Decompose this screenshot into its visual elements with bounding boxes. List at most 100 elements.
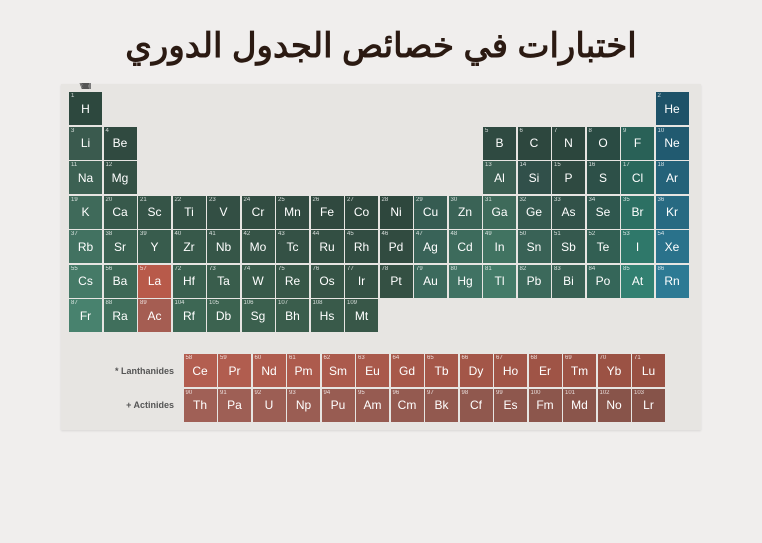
element-cell: 11Na — [69, 161, 102, 194]
element-number: 81 — [485, 266, 492, 272]
element-symbol: Cf — [470, 398, 482, 412]
element-symbol: Lr — [643, 398, 654, 412]
element-number: 94 — [324, 390, 331, 396]
element-cell: 42Mo — [242, 230, 275, 263]
element-cell: 28Ni — [380, 196, 413, 229]
element-number: 98 — [462, 390, 469, 396]
element-symbol: Fe — [320, 205, 334, 219]
element-symbol: Sc — [147, 205, 161, 219]
element-number: 79 — [416, 266, 423, 272]
page-title: اختبارات في خصائص الجدول الدوري — [0, 0, 762, 84]
element-symbol: Cm — [398, 398, 417, 412]
element-cell: 44Ru — [311, 230, 344, 263]
element-number: 40 — [175, 231, 182, 237]
element-cell: 72Hf — [173, 265, 206, 298]
element-number: 107 — [278, 300, 288, 306]
element-symbol: Si — [529, 171, 540, 185]
element-symbol: Ir — [358, 274, 365, 288]
element-symbol: Na — [78, 171, 93, 185]
element-cell: 52Te — [587, 230, 620, 263]
element-symbol: Ra — [112, 309, 127, 323]
element-cell: 56Ba — [104, 265, 137, 298]
element-symbol: Au — [423, 274, 438, 288]
element-cell: 18Ar — [656, 161, 689, 194]
element-cell: 31Ga — [483, 196, 516, 229]
element-symbol: O — [598, 136, 607, 150]
element-symbol: Pm — [295, 364, 313, 378]
element-symbol: Ni — [390, 205, 401, 219]
element-number: 103 — [634, 390, 644, 396]
element-number: 58 — [186, 355, 193, 361]
element-number: 20 — [106, 197, 113, 203]
element-cell: 104Rf — [173, 299, 206, 332]
element-number: 32 — [520, 197, 527, 203]
element-symbol: Db — [216, 309, 231, 323]
element-symbol: Tc — [287, 240, 299, 254]
element-number: 59 — [220, 355, 227, 361]
element-cell: 29Cu — [414, 196, 447, 229]
element-cell: 57La — [138, 265, 171, 298]
element-cell: 64Gd — [391, 354, 424, 387]
element-symbol: Li — [81, 136, 90, 150]
element-number: 29 — [416, 197, 423, 203]
element-cell: 12Mg — [104, 161, 137, 194]
fblock-label: * Lanthanides — [69, 354, 182, 387]
element-symbol: Pr — [229, 364, 241, 378]
element-number: 28 — [382, 197, 389, 203]
element-number: 11 — [71, 162, 77, 168]
element-number: 30 — [451, 197, 458, 203]
element-number: 45 — [347, 231, 354, 237]
element-cell: 43Tc — [276, 230, 309, 263]
element-number: 5 — [485, 128, 488, 134]
element-symbol: Nd — [261, 364, 276, 378]
element-cell: 23V — [207, 196, 240, 229]
element-cell: 79Au — [414, 265, 447, 298]
element-number: 74 — [244, 266, 251, 272]
element-cell: 102No — [598, 389, 631, 422]
element-symbol: Ge — [526, 205, 542, 219]
element-symbol: Ti — [184, 205, 194, 219]
element-number: 26 — [313, 197, 320, 203]
element-cell: 103 Lr — [632, 389, 665, 422]
element-symbol: Ac — [147, 309, 161, 323]
element-cell: 105Db — [207, 299, 240, 332]
element-number: 1 — [71, 93, 74, 99]
element-symbol: Am — [364, 398, 382, 412]
element-cell: 89Ac — [138, 299, 171, 332]
element-symbol: Rn — [664, 274, 679, 288]
element-cell: 73Ta — [207, 265, 240, 298]
element-number: 17 — [623, 162, 630, 168]
element-symbol: Ta — [217, 274, 230, 288]
element-number: 16 — [589, 162, 596, 168]
element-cell: 22Ti — [173, 196, 206, 229]
element-symbol: Gd — [399, 364, 415, 378]
element-cell: 35Br — [621, 196, 654, 229]
element-number: 70 — [600, 355, 607, 361]
element-cell: 40Zr — [173, 230, 206, 263]
element-number: 50 — [520, 231, 527, 237]
periodic-table-container: IAIIIIIIVVVIVIIIIIIIIIVVVIVIIVIII1H2He3L… — [61, 84, 701, 430]
element-symbol: Nb — [216, 240, 231, 254]
element-symbol: F — [634, 136, 641, 150]
element-symbol: Bi — [563, 274, 574, 288]
element-symbol: Yb — [607, 364, 622, 378]
element-symbol: C — [530, 136, 539, 150]
element-symbol: Al — [494, 171, 505, 185]
element-number: 55 — [71, 266, 78, 272]
element-cell: 59Pr — [218, 354, 251, 387]
periodic-table-fblock: * Lanthanides58Ce59Pr60Nd61Pm62Sm63Eu64G… — [69, 354, 693, 422]
element-number: 54 — [658, 231, 665, 237]
periodic-table-main: IAIIIIIIVVVIVIIIIIIIIIVVVIVIIVIII1H2He3L… — [69, 92, 693, 332]
element-cell: 88Ra — [104, 299, 137, 332]
element-cell: 21Sc — [138, 196, 171, 229]
element-number: 82 — [520, 266, 527, 272]
element-cell: 106Sg — [242, 299, 275, 332]
element-cell: 49In — [483, 230, 516, 263]
element-cell: 17Cl — [621, 161, 654, 194]
element-number: 102 — [600, 390, 610, 396]
element-symbol: Hs — [320, 309, 335, 323]
element-symbol: Tb — [434, 364, 448, 378]
element-symbol: Cu — [423, 205, 438, 219]
element-cell: 33As — [552, 196, 585, 229]
element-cell: 87Fr — [69, 299, 102, 332]
